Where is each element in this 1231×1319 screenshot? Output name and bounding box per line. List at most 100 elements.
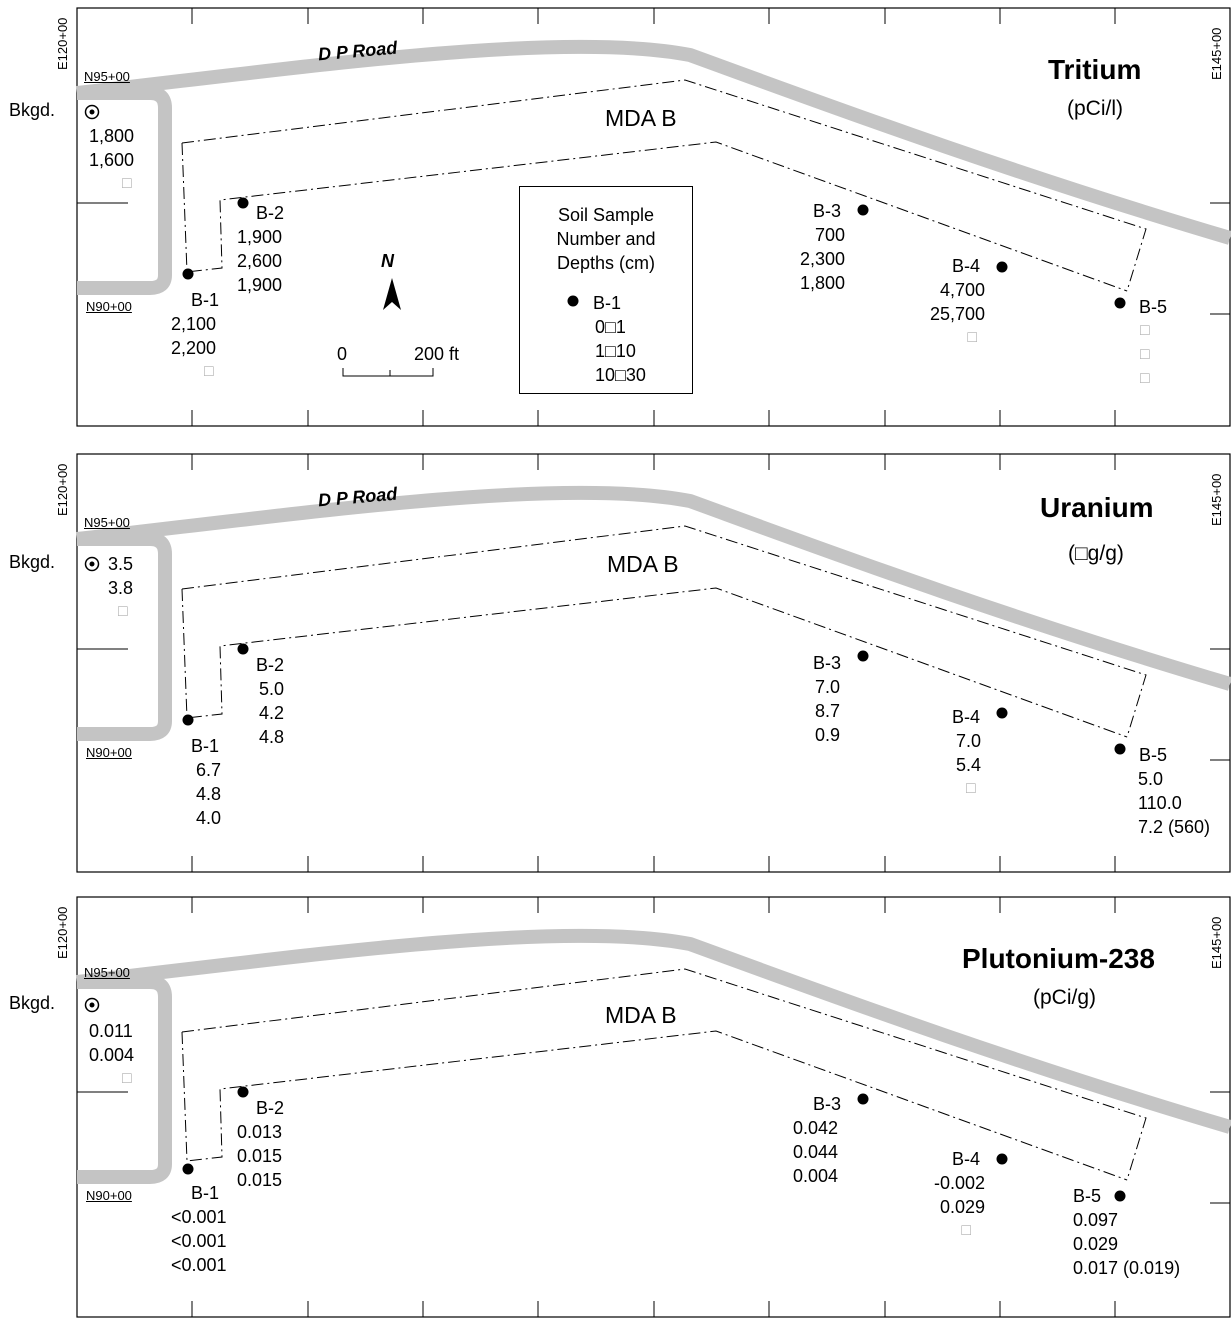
- scale-zero-label: 0: [337, 344, 348, 364]
- value: □: [122, 175, 132, 192]
- panel-unit: (□g/g): [1068, 542, 1124, 565]
- bkgd-marker: [84, 997, 100, 1013]
- sample-dot-b4: [996, 261, 1008, 273]
- value: <0.001: [171, 1231, 227, 1251]
- value: □: [961, 1222, 971, 1239]
- sample-dots: [182, 643, 1126, 755]
- grid-label-e-left: E120+00: [55, 17, 70, 70]
- panel-title: Tritium: [1048, 54, 1142, 85]
- grid-label-e-left: E120+00: [55, 463, 70, 516]
- north-arrow-icon: [383, 278, 401, 310]
- sample-values-b5: 0.097 0.029 0.017 (0.019): [1073, 1208, 1180, 1280]
- sample-label-b5: B-5: [1139, 745, 1168, 765]
- value: 4.8: [259, 727, 285, 747]
- value: 0.042: [793, 1118, 839, 1138]
- value: 7.2 (560): [1138, 817, 1211, 837]
- bkgd-marker: [84, 556, 100, 572]
- value: 1,800: [799, 273, 845, 293]
- panel-uranium: E120+00 E145+00 N95+00 N90+00 D P Road M…: [0, 446, 1231, 876]
- bkgd-label: Bkgd.: [9, 100, 56, 120]
- sample-dot-b1: [182, 268, 194, 280]
- grid-label-e-right: E145+00: [1209, 27, 1224, 80]
- value: 5.0: [259, 679, 285, 699]
- legend-sample-label: B-1: [593, 293, 622, 313]
- scale-end-label: 200 ft: [414, 344, 460, 364]
- sample-dot-b3: [857, 650, 869, 662]
- area-label: MDA B: [607, 551, 679, 577]
- value: □: [118, 603, 128, 620]
- sample-label-b1: B-1: [191, 736, 220, 756]
- sample-values-b2: 1,900 2,600 1,900: [237, 225, 282, 297]
- value: 0.029: [939, 1197, 985, 1217]
- value: 1,800: [89, 126, 135, 146]
- bkgd-marker: [84, 104, 100, 120]
- value: 6.7: [196, 760, 222, 780]
- bkgd-values: 3.5 3.8 □: [108, 552, 133, 624]
- area-label: MDA B: [605, 1002, 677, 1028]
- sample-dot-b5: [1114, 743, 1126, 755]
- value: 5.0: [1138, 769, 1164, 789]
- bkgd-label: Bkgd.: [9, 993, 56, 1013]
- value: 3.8: [108, 578, 134, 598]
- area-label: MDA B: [605, 105, 677, 131]
- sample-dot-b2: [237, 197, 249, 209]
- grid-label-e-right: E145+00: [1209, 473, 1224, 526]
- value: 4.8: [196, 784, 222, 804]
- sample-label-b3: B-3: [813, 653, 842, 673]
- value: 700: [814, 225, 845, 245]
- sample-label-b2: B-2: [256, 1098, 285, 1118]
- sample-values-b1: <0.001 <0.001 <0.001: [171, 1205, 227, 1277]
- sample-values-b5: 5.0 110.0 7.2 (560): [1138, 767, 1210, 839]
- legend-depth: 1□10: [595, 341, 636, 361]
- sample-dots: [182, 197, 1126, 309]
- sample-label-b4: B-4: [952, 1149, 981, 1169]
- sample-dot-b1: [182, 714, 194, 726]
- sample-values-b3: 0.042 0.044 0.004: [793, 1116, 838, 1188]
- north-label: N: [381, 251, 394, 271]
- sample-values-b4: 7.0 5.4 □: [956, 729, 981, 801]
- panel-plutonium-238: E120+00 E145+00 N95+00 N90+00 MDA B Bkgd…: [0, 889, 1231, 1319]
- value: □: [1140, 322, 1150, 339]
- sample-dot-b4: [996, 1153, 1008, 1165]
- value: 0.015: [237, 1170, 283, 1190]
- scale-bar-icon: [342, 368, 434, 377]
- sample-label-b1: B-1: [191, 290, 220, 310]
- legend-box: Soil Sample Number and Depths (cm) B-1 0…: [519, 186, 693, 394]
- tick-marks: [77, 8, 1230, 426]
- value: 0.004: [89, 1045, 135, 1065]
- value: 0.044: [793, 1142, 839, 1162]
- bkgd-values: 0.011 0.004 □: [89, 1019, 134, 1091]
- sample-dot-b5: [1114, 297, 1126, 309]
- sample-values-b4: -0.002 0.029 □: [926, 1171, 985, 1243]
- mda-boundary: [181, 79, 1147, 292]
- sample-label-b2: B-2: [256, 203, 285, 223]
- legend-title-line: Soil Sample: [557, 205, 655, 225]
- grid-label-e-right: E145+00: [1209, 916, 1224, 969]
- panel-title: Plutonium-238: [962, 943, 1155, 974]
- value: 0.017 (0.019): [1073, 1258, 1181, 1278]
- map-frame: [76, 896, 1231, 1318]
- road: [76, 39, 1231, 295]
- value: □: [122, 1070, 132, 1087]
- panel-unit: (pCi/g): [1033, 986, 1097, 1009]
- grid-label-n-top: N95+00: [84, 69, 130, 84]
- sample-label-b5: B-5: [1139, 297, 1168, 317]
- panel-tritium: E120+00 E145+00 N95+00 N90+00 D P Road M…: [0, 0, 1231, 430]
- sample-values-b1: 2,100 2,200 □: [171, 312, 216, 384]
- sample-label-b2: B-2: [256, 655, 285, 675]
- value: □: [204, 363, 214, 380]
- value: 7.0: [956, 731, 982, 751]
- sample-values-b3: 700 2,300 1,800: [793, 223, 845, 295]
- sample-values-b2: 0.013 0.015 0.015: [237, 1120, 282, 1192]
- value: 1,600: [89, 150, 135, 170]
- sample-label-b1: B-1: [191, 1183, 220, 1203]
- value: 2,600: [237, 251, 283, 271]
- value: 2,200: [171, 338, 217, 358]
- value: 1,900: [237, 227, 283, 247]
- sample-label-b5: B-5: [1073, 1186, 1102, 1206]
- road: [76, 928, 1231, 1184]
- legend-depth: 0□1: [595, 317, 626, 337]
- panel-title: Uranium: [1040, 492, 1154, 523]
- value: 8.7: [815, 701, 841, 721]
- legend-title-line: Depths (cm): [556, 253, 655, 273]
